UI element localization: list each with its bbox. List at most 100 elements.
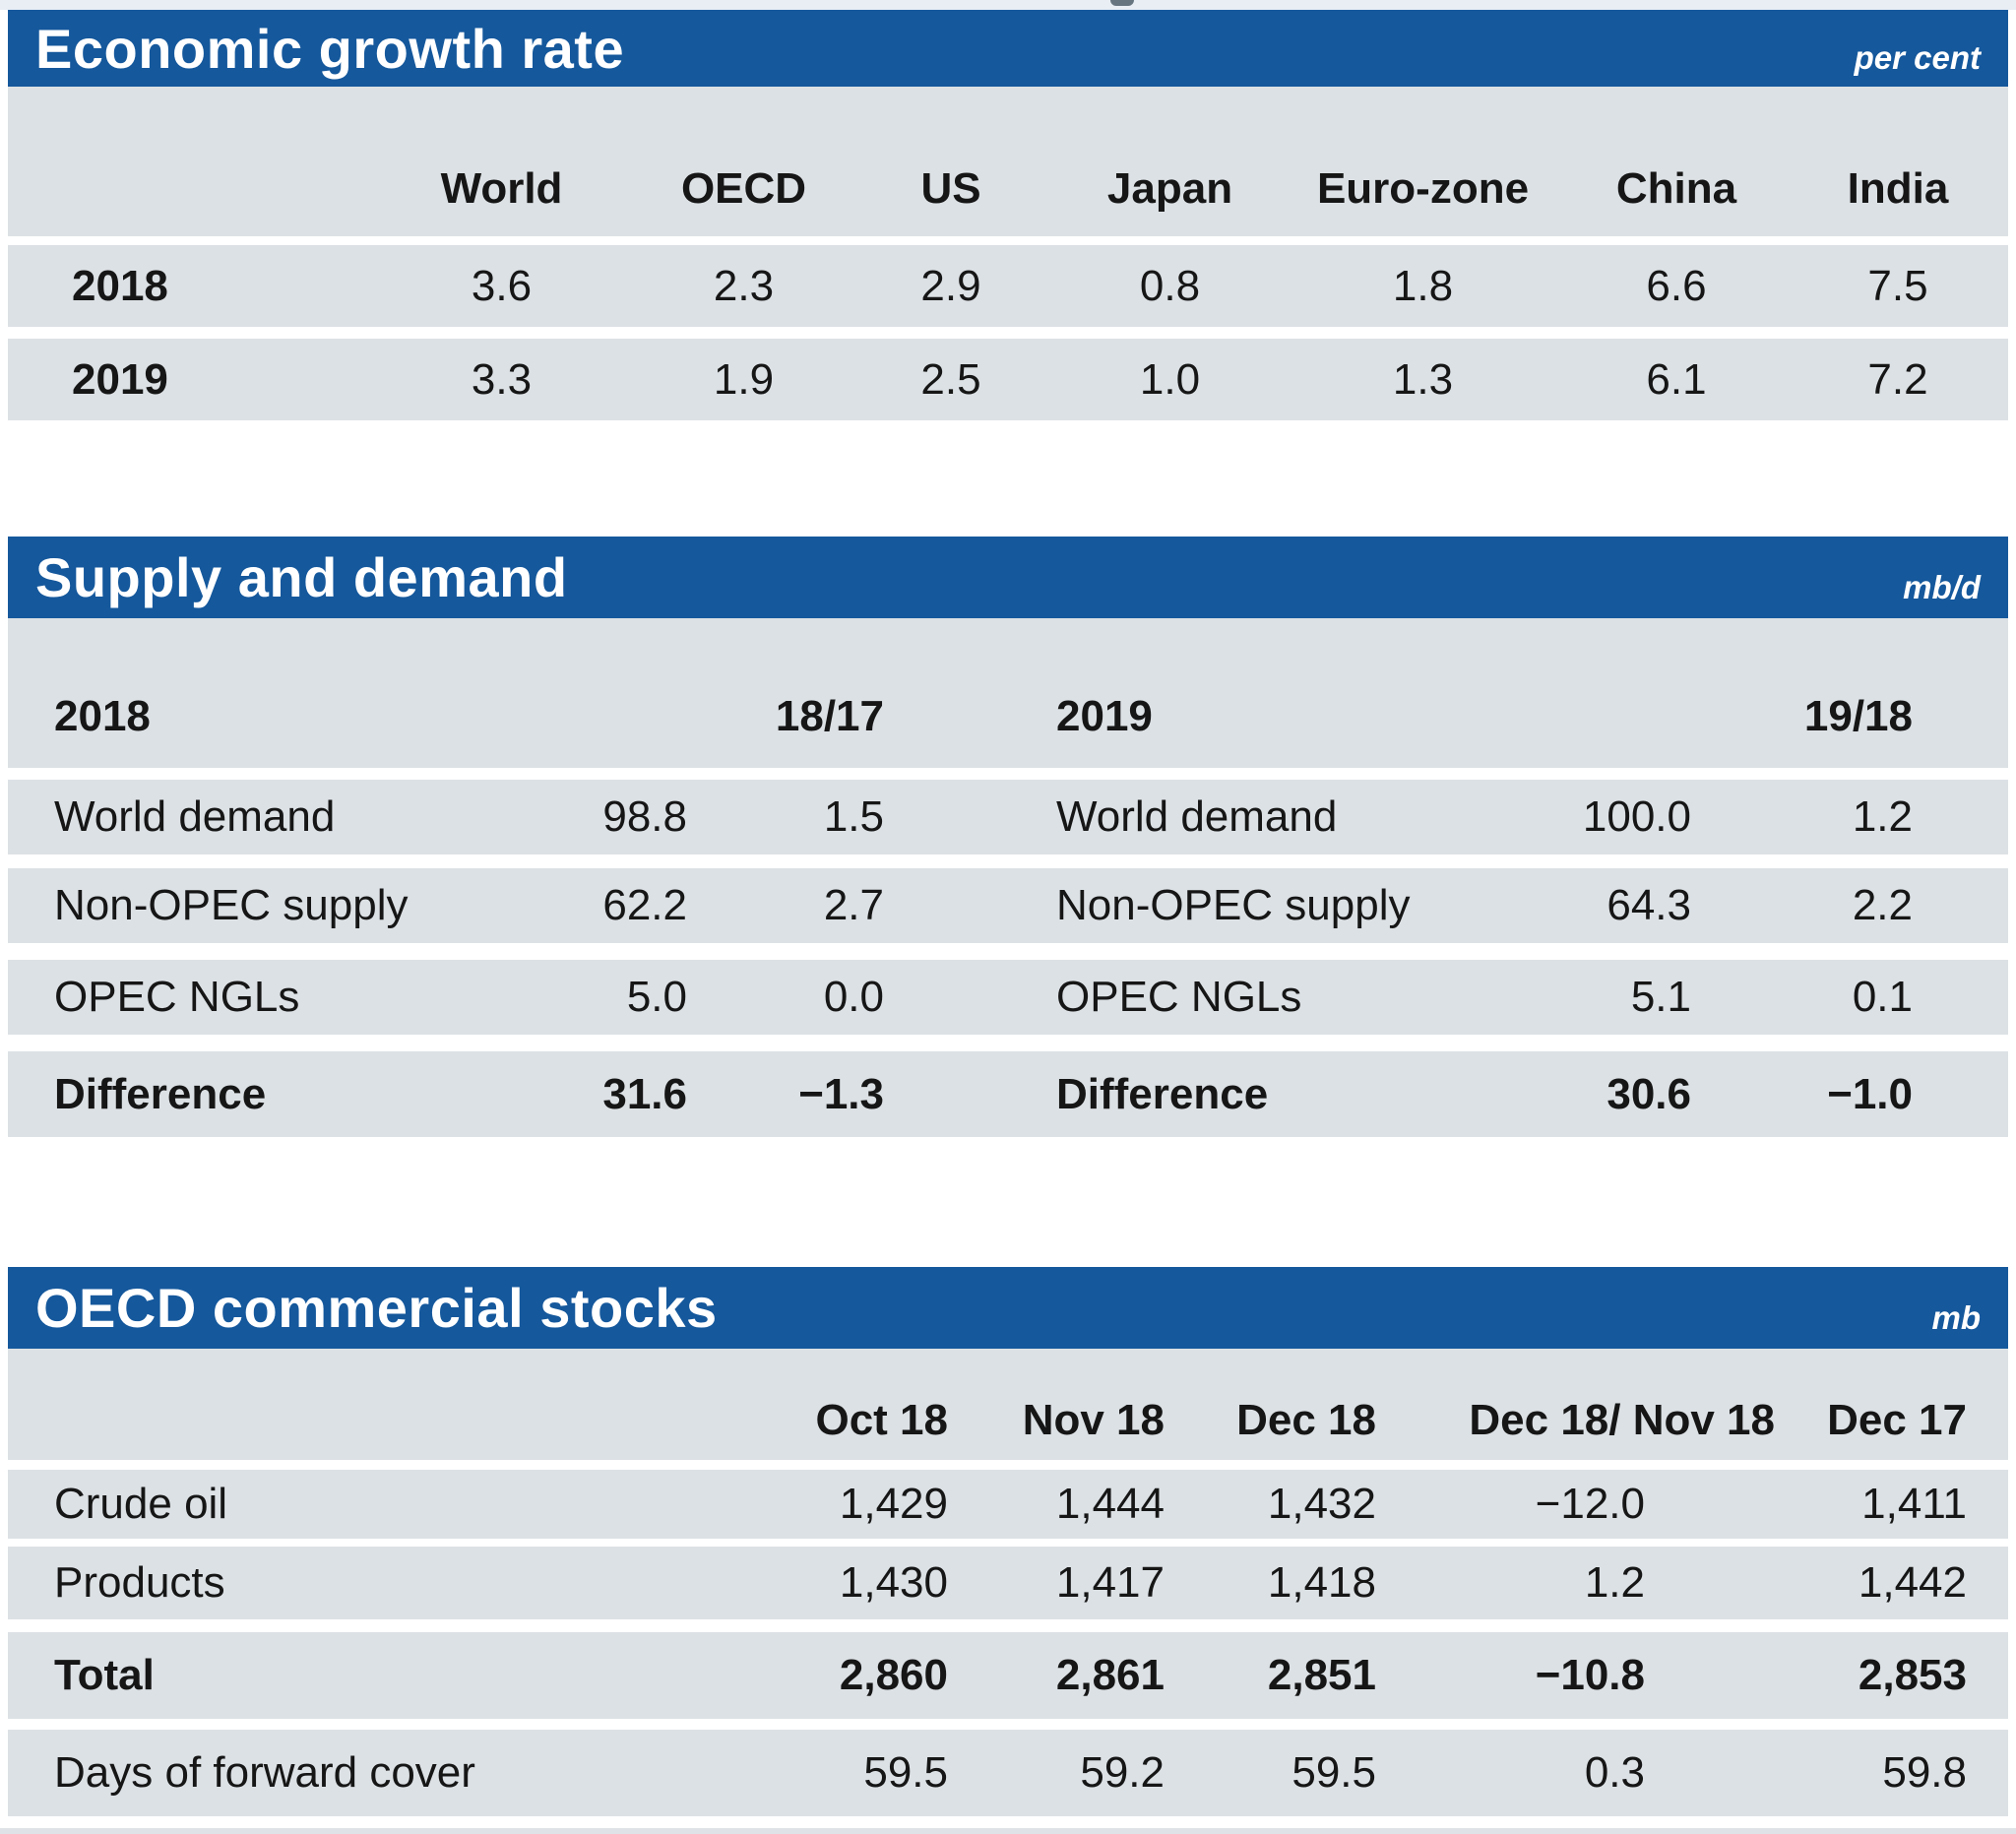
year-header-2018: 2018 (54, 692, 151, 740)
row-separator (8, 1460, 2008, 1470)
column-header-eurozone: Euro-zone (1316, 164, 1530, 213)
row-label: Non-OPEC supply (1056, 881, 1411, 929)
column-header-nov18: Nov 18 (1022, 1396, 1165, 1444)
data-cell: 2.2 (1852, 881, 1913, 929)
data-cell: 1,417 (1055, 1558, 1165, 1607)
column-header-dec18-nov18: Dec 18/ Nov 18 (1469, 1396, 1775, 1444)
cropped-text-artifact (1110, 0, 1134, 6)
data-cell: 62.2 (602, 881, 687, 929)
table-row-difference: Difference 31.6 −1.3 Difference 30.6 −1.… (8, 1051, 2008, 1137)
data-cell: 2.5 (920, 354, 981, 404)
data-cell: 1,444 (1055, 1480, 1165, 1528)
data-cell: −10.8 (1535, 1651, 1645, 1699)
unit-label: mb (1931, 1298, 1982, 1336)
data-cell: 59.2 (1080, 1748, 1165, 1797)
data-cell: 2,851 (1267, 1651, 1376, 1699)
row-label: Difference (54, 1069, 267, 1118)
data-cell: 1.8 (1392, 261, 1454, 310)
data-cell: 2,853 (1858, 1651, 1967, 1699)
row-label: Non-OPEC supply (54, 881, 409, 929)
table-title: Economic growth rate (35, 17, 625, 80)
unit-label: per cent (1854, 39, 1981, 76)
row-label: World demand (54, 792, 336, 841)
data-cell: 30.6 (1606, 1069, 1691, 1118)
oecd-stocks-table: OECD commercial stocks mb Oct 18 Nov 18 … (8, 1267, 2008, 1816)
data-cell: 0.3 (1584, 1748, 1645, 1797)
row-separator (8, 1035, 2008, 1051)
data-cell: 59.5 (863, 1748, 948, 1797)
data-cell: −12.0 (1535, 1480, 1645, 1528)
data-cell: −1.3 (798, 1069, 884, 1118)
row-separator (8, 768, 2008, 780)
column-header-japan: Japan (1106, 164, 1233, 213)
change-header-18-17: 18/17 (775, 692, 884, 740)
data-cell: 2,860 (839, 1651, 948, 1699)
table-row-2018: 2018 3.6 2.3 2.9 0.8 1.8 6.6 7.5 (8, 245, 2008, 327)
row-separator (8, 236, 2008, 245)
data-cell: 31.6 (602, 1069, 687, 1118)
table-title: Supply and demand (35, 546, 568, 608)
row-separator (8, 1619, 2008, 1632)
table-row-crude-oil: Crude oil 1,429 1,444 1,432 −12.0 1,411 (8, 1470, 2008, 1539)
data-cell: 1,418 (1267, 1558, 1376, 1607)
row-label: OPEC NGLs (54, 973, 300, 1021)
data-cell: 1,442 (1858, 1558, 1967, 1607)
row-label: Difference (1056, 1069, 1269, 1118)
data-cell: 98.8 (602, 792, 687, 841)
row-label: Products (54, 1558, 225, 1607)
column-header-oecd: OECD (680, 164, 807, 213)
data-cell: 7.2 (1867, 354, 1928, 404)
column-header-row: 2018 18/17 2019 19/18 (8, 618, 2008, 768)
row-separator (8, 1719, 2008, 1730)
data-cell: 0.0 (823, 973, 884, 1021)
data-cell: 2.7 (823, 881, 884, 929)
row-separator (8, 327, 2008, 339)
column-header-india: India (1847, 164, 1949, 213)
row-label: World demand (1056, 792, 1338, 841)
row-separator (8, 1539, 2008, 1547)
data-cell: 1.2 (1584, 1558, 1645, 1607)
data-cell: 2.9 (920, 261, 981, 310)
supply-demand-table: Supply and demand mb/d 2018 18/17 2019 1… (8, 537, 2008, 1137)
year-header-2019: 2019 (1056, 692, 1153, 740)
table-row-opec-ngls: OPEC NGLs 5.0 0.0 OPEC NGLs 5.1 0.1 (8, 960, 2008, 1035)
row-label: Days of forward cover (54, 1748, 475, 1797)
economic-growth-header-bar: Economic growth rate per cent (8, 10, 2008, 87)
data-cell: 59.8 (1882, 1748, 1967, 1797)
column-header-world: World (440, 164, 563, 213)
row-separator (8, 854, 2008, 868)
row-label: 2018 (72, 261, 168, 310)
column-header-dec17: Dec 17 (1827, 1396, 1967, 1444)
table-row-days-forward-cover: Days of forward cover 59.5 59.2 59.5 0.3… (8, 1730, 2008, 1816)
data-cell: 59.5 (1292, 1748, 1376, 1797)
data-cell: 1,429 (839, 1480, 948, 1528)
data-cell: 64.3 (1606, 881, 1691, 929)
table-row-total: Total 2,860 2,861 2,851 −10.8 2,853 (8, 1632, 2008, 1719)
column-header-us: US (920, 164, 981, 213)
data-cell: 1,411 (1861, 1480, 1967, 1528)
column-header-china: China (1615, 164, 1737, 213)
table-title: OECD commercial stocks (35, 1277, 718, 1339)
data-cell: −1.0 (1827, 1069, 1913, 1118)
data-cell: 5.1 (1630, 973, 1691, 1021)
column-header-row: Oct 18 Nov 18 Dec 18 Dec 18/ Nov 18 Dec … (8, 1349, 2008, 1460)
data-cell: 0.8 (1139, 261, 1201, 310)
data-cell: 2,861 (1055, 1651, 1165, 1699)
supply-demand-header-bar: Supply and demand mb/d (8, 537, 2008, 618)
table-row-2019: 2019 3.3 1.9 2.5 1.0 1.3 6.1 7.2 (8, 339, 2008, 420)
data-cell: 100.0 (1582, 792, 1691, 841)
oecd-stocks-header-bar: OECD commercial stocks mb (8, 1267, 2008, 1349)
data-cell: 1.5 (823, 792, 884, 841)
data-cell: 1.3 (1392, 354, 1454, 404)
row-separator (8, 943, 2008, 960)
data-cell: 1.2 (1852, 792, 1913, 841)
data-cell: 7.5 (1867, 261, 1928, 310)
data-cell: 1.9 (713, 354, 775, 404)
data-cell: 0.1 (1852, 973, 1913, 1021)
row-label: Total (54, 1651, 155, 1699)
economic-growth-table: Economic growth rate per cent World OECD… (8, 10, 2008, 420)
data-cell: 1,432 (1267, 1480, 1376, 1528)
change-header-19-18: 19/18 (1803, 692, 1913, 740)
data-cell: 3.3 (471, 354, 533, 404)
